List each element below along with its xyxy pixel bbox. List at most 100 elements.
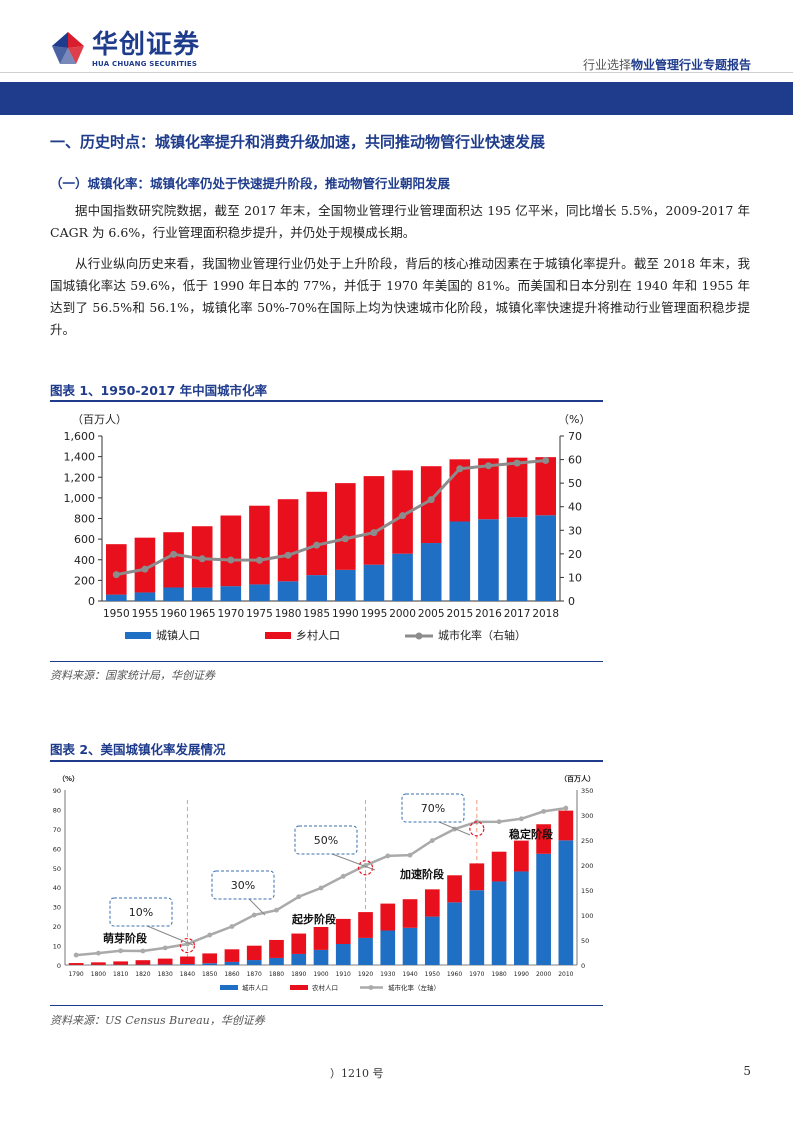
left-tick-label: 800 <box>74 513 95 526</box>
legend-label-urban: 城镇人口 <box>156 628 200 642</box>
urbanization-rate-point <box>385 853 391 859</box>
bar-urban-population <box>491 881 507 965</box>
right-tick-label: 70 <box>568 430 582 443</box>
urbanization-rate-point <box>141 565 149 573</box>
left-tick-label: 1,000 <box>64 492 96 505</box>
x-tick-label: 2015 <box>446 608 473 620</box>
left-tick-label: 30 <box>53 904 61 912</box>
bar-rural-population <box>134 537 156 593</box>
bar-rural-population <box>135 960 151 965</box>
left-tick-label: 0 <box>88 595 95 608</box>
urbanization-rate-point <box>318 885 324 891</box>
right-tick-label: 0 <box>581 962 585 970</box>
x-tick-label: 2018 <box>532 608 559 620</box>
legend-swatch-urban <box>220 985 238 990</box>
right-axis-label: （%） <box>558 413 590 426</box>
right-tick-label: 50 <box>581 937 589 945</box>
bar-urban-population <box>335 944 351 965</box>
x-tick-label: 2000 <box>536 971 551 978</box>
bar-rural-population <box>113 961 128 965</box>
header-report-title: 行业选择物业管理行业专题报告 <box>583 56 751 73</box>
right-tick-label: 10 <box>568 571 582 584</box>
bar-rural-population <box>478 458 499 520</box>
bar-urban-population <box>313 949 329 965</box>
x-tick-label: 1970 <box>217 608 244 620</box>
urbanization-rate-point <box>496 819 502 825</box>
x-tick-label: 1960 <box>160 608 187 620</box>
legend-label-rural: 农村人口 <box>312 983 338 992</box>
urbanization-rate-point <box>518 816 524 822</box>
right-tick-label: 30 <box>568 524 582 537</box>
bar-rural-population <box>335 918 351 944</box>
callout-label: 30% <box>231 879 255 892</box>
urbanization-rate-point <box>170 550 178 558</box>
callout-box <box>211 870 275 900</box>
section-title: 一、历史时点：城镇化率提升和消费升级加速，共同推动物管行业快速发展 <box>50 133 546 151</box>
bar-rural-population <box>249 505 270 585</box>
urbanization-rate-point <box>456 465 464 473</box>
bar-urban-population <box>191 587 213 601</box>
right-tick-label: 0 <box>568 595 575 608</box>
logo-chinese-name: 华创证券 <box>92 30 201 60</box>
left-tick-label: 10 <box>53 943 61 951</box>
bar-urban-population <box>246 960 262 965</box>
bar-urban-population <box>220 586 242 601</box>
legend-label-rural: 乡村人口 <box>296 628 340 642</box>
header-category: 行业选择 <box>582 58 631 72</box>
left-tick-label: 90 <box>53 787 61 795</box>
left-tick-label: 1,400 <box>64 451 96 464</box>
x-tick-label: 1810 <box>113 971 128 978</box>
urbanization-rate-point <box>198 555 206 563</box>
stage-label: 加速阶段 <box>399 867 444 881</box>
bar-rural-population <box>269 939 284 958</box>
left-axis-label: （百万人） <box>72 413 127 426</box>
bar-urban-population <box>163 587 184 601</box>
urbanization-rate-point <box>251 912 257 918</box>
urbanization-rate-point <box>296 894 302 900</box>
urbanization-rate-point <box>429 838 435 843</box>
legend-marker-rate <box>415 632 423 640</box>
left-tick-label: 200 <box>74 574 95 587</box>
stage-label: 萌芽阶段 <box>103 931 147 945</box>
figure-1-title: 图表 1、1950-2017 年中国城市化率 <box>50 383 268 398</box>
bar-rural-population <box>313 927 329 950</box>
left-tick-label: 600 <box>74 533 95 546</box>
left-tick-label: 0 <box>57 962 61 970</box>
bar-urban-population <box>558 840 574 965</box>
bar-rural-population <box>424 889 440 917</box>
x-tick-label: 1980 <box>275 608 302 620</box>
bar-rural-population <box>380 903 396 931</box>
bar-rural-population <box>491 851 507 882</box>
logo-mark-icon <box>52 32 84 64</box>
sub-section-title: （一）城镇化率：城镇化率仍处于快速提升阶段，推动物管行业朝阳发展 <box>50 176 451 191</box>
bar-urban-population <box>363 564 385 601</box>
bar-rural-population <box>202 953 218 964</box>
right-tick-label: 150 <box>581 887 593 895</box>
right-tick-label: 100 <box>581 912 593 920</box>
x-tick-label: 1930 <box>380 971 395 978</box>
bar-rural-population <box>246 945 262 961</box>
urbanization-rate-point <box>162 945 168 951</box>
bar-rural-population <box>180 956 195 965</box>
urbanization-rate-point <box>207 932 213 938</box>
legend-label-rate: 城市化率（右轴） <box>438 628 526 642</box>
x-tick-label: 1830 <box>158 971 173 978</box>
header-band <box>0 82 793 115</box>
figure-1-top-rule <box>50 400 603 402</box>
x-tick-label: 1850 <box>202 971 217 978</box>
left-tick-label: 50 <box>53 865 61 873</box>
urbanization-rate-point <box>118 948 124 954</box>
urbanization-rate-point <box>227 556 235 564</box>
bar-rural-population <box>157 958 173 965</box>
right-tick-label: 60 <box>568 454 582 467</box>
figure-1-chart: 0 200 400 600 800 1,000 1,200 1,400 1,600 0 10 20 30… <box>64 413 591 642</box>
bar-urban-population <box>358 937 373 965</box>
urbanization-rate-line <box>116 459 546 577</box>
figure-1-source: 资料来源：国家统计局，华创证券 <box>50 669 215 682</box>
urbanization-rate-point <box>541 808 547 814</box>
bar-urban-population <box>514 871 529 965</box>
bar-urban-population <box>106 594 127 601</box>
bar-urban-population <box>249 584 270 601</box>
x-tick-label: 1955 <box>132 608 159 620</box>
callout-box <box>294 825 358 855</box>
